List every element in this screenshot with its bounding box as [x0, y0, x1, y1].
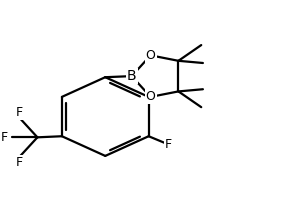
Text: B: B: [127, 69, 137, 83]
Text: F: F: [16, 156, 23, 169]
Text: F: F: [1, 131, 8, 144]
Text: F: F: [165, 138, 172, 151]
Text: O: O: [146, 90, 156, 103]
Text: F: F: [16, 106, 23, 119]
Text: O: O: [146, 49, 156, 62]
